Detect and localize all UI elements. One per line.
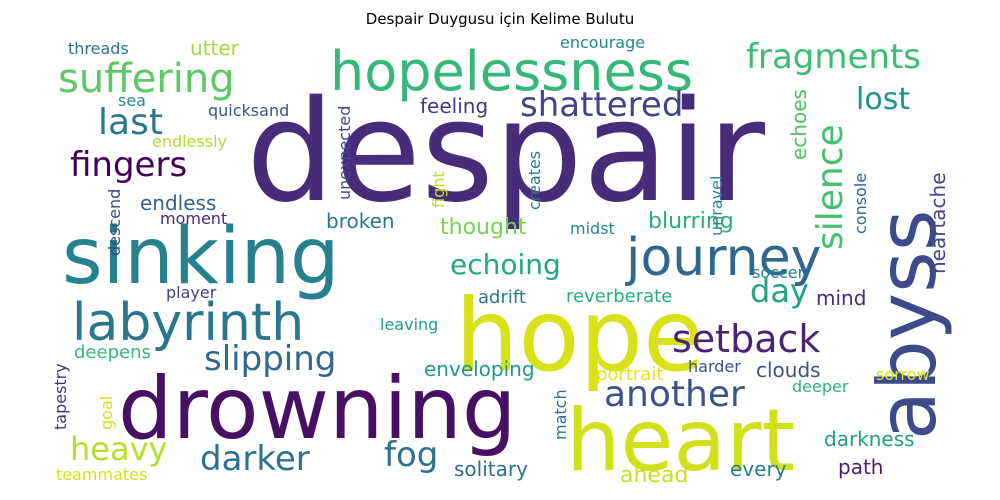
word-adrift: adrift xyxy=(478,287,526,308)
word-leaving: leaving xyxy=(380,315,438,334)
word-sorrow: sorrow xyxy=(876,365,930,384)
word-darker: darker xyxy=(200,439,310,479)
word-endless: endless xyxy=(140,191,216,215)
word-another: another xyxy=(604,374,745,415)
word-unexpected: unexpected xyxy=(335,106,354,200)
word-fragments: fragments xyxy=(746,37,921,77)
word-encourage: encourage xyxy=(560,33,645,52)
word-despair: despair xyxy=(246,71,765,234)
word-blurring: blurring xyxy=(648,209,734,234)
word-heartache: heartache xyxy=(926,172,950,274)
word-unravel: unravel xyxy=(707,176,726,236)
word-creates: creates xyxy=(525,151,544,210)
word-enveloping: enveloping xyxy=(424,357,535,381)
word-tapestry: tapestry xyxy=(51,363,70,430)
word-goal: goal xyxy=(97,396,116,430)
word-harder: harder xyxy=(688,357,741,376)
word-reverberate: reverberate xyxy=(566,286,672,307)
word-darkness: darkness xyxy=(824,427,915,451)
word-labyrinth: labyrinth xyxy=(72,293,304,353)
word-fight: fight xyxy=(429,171,448,208)
word-fog: fog xyxy=(384,435,438,475)
word-threads: threads xyxy=(68,39,129,58)
word-day: day xyxy=(750,272,809,310)
word-deepens: deepens xyxy=(74,342,151,363)
word-every: every xyxy=(730,457,787,481)
word-heavy: heavy xyxy=(70,430,167,468)
word-echoes: echoes xyxy=(787,89,811,160)
word-player: player xyxy=(166,283,217,302)
word-console: console xyxy=(851,173,870,234)
word-solitary: solitary xyxy=(454,457,528,481)
word-ahead: ahead xyxy=(620,463,688,488)
word-thought: thought xyxy=(440,215,527,240)
word-mind: mind xyxy=(816,286,866,310)
word-journey: journey xyxy=(625,228,821,288)
word-sinking: sinking xyxy=(62,212,340,302)
word-clouds: clouds xyxy=(756,358,821,382)
word-setback: setback xyxy=(672,317,820,361)
word-slipping: slipping xyxy=(204,339,336,379)
word-path: path xyxy=(838,455,883,479)
word-moment: moment xyxy=(160,209,227,228)
chart-title: Despair Duygusu için Kelime Bulutu xyxy=(365,10,635,28)
word-quicksand: quicksand xyxy=(208,101,289,120)
word-hope: hope xyxy=(455,277,705,394)
word-lost: lost xyxy=(856,82,910,117)
word-hopelessness: hopelessness xyxy=(330,40,693,103)
word-endlessly: endlessly xyxy=(152,132,227,151)
word-soccer: soccer xyxy=(752,263,805,282)
word-drowning: drowning xyxy=(118,359,517,459)
word-descend: descend xyxy=(105,189,124,256)
word-deeper: deeper xyxy=(792,377,849,396)
word-heart: heart xyxy=(566,391,795,491)
word-shattered: shattered xyxy=(520,85,683,125)
word-teammates: teammates xyxy=(56,465,147,484)
word-fingers: fingers xyxy=(70,145,187,185)
word-match: match xyxy=(551,389,570,440)
word-midst: midst xyxy=(570,219,615,238)
word-broken: broken xyxy=(326,209,395,233)
word-suffering: suffering xyxy=(58,56,235,102)
word-abyss: abyss xyxy=(861,209,954,440)
word-echoing: echoing xyxy=(450,248,561,281)
word-utter: utter xyxy=(190,36,240,60)
word-sea: sea xyxy=(118,91,146,110)
word-last: last xyxy=(98,102,163,143)
word-silence: silence xyxy=(810,124,851,250)
word-feeling: feeling xyxy=(420,94,488,118)
word-portrait: portrait xyxy=(596,364,663,385)
